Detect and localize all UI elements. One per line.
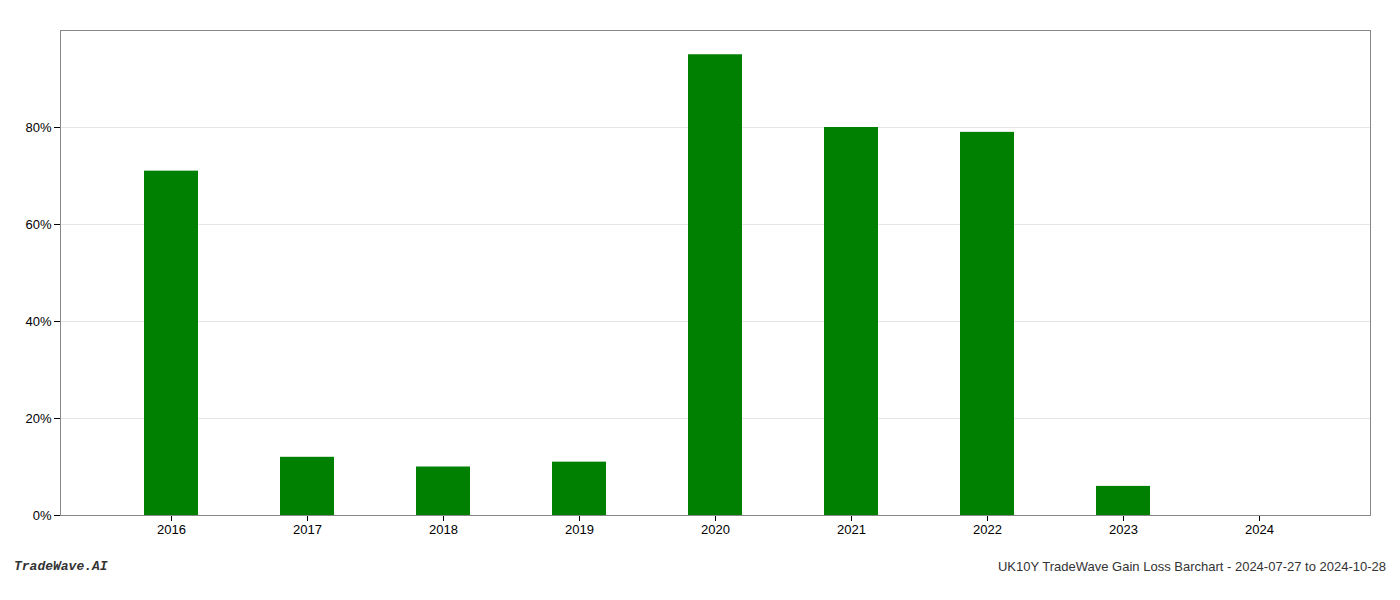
svg-text:2022: 2022 bbox=[973, 522, 1002, 537]
svg-text:40%: 40% bbox=[25, 314, 51, 329]
html-text:UK10Y TradeWave Gain Loss Barc: UK10Y TradeWave Gain Loss Barchart - 202… bbox=[997, 559, 1386, 574]
svg-text:2017: 2017 bbox=[293, 522, 322, 537]
svg-text:2018: 2018 bbox=[429, 522, 458, 537]
svg-text:0%: 0% bbox=[33, 508, 52, 523]
svg-text:2024: 2024 bbox=[1245, 522, 1274, 537]
svg-text:20%: 20% bbox=[25, 411, 51, 426]
svg-text:2016: 2016 bbox=[157, 522, 186, 537]
html-text:TradeWave.AI: TradeWave.AI bbox=[14, 559, 108, 574]
svg-text:2020: 2020 bbox=[701, 522, 730, 537]
svg-text:2021: 2021 bbox=[837, 522, 866, 537]
svg-text:2023: 2023 bbox=[1109, 522, 1138, 537]
svg-text:2019: 2019 bbox=[565, 522, 594, 537]
svg-text:60%: 60% bbox=[25, 217, 51, 232]
svg-text:80%: 80% bbox=[25, 120, 51, 135]
